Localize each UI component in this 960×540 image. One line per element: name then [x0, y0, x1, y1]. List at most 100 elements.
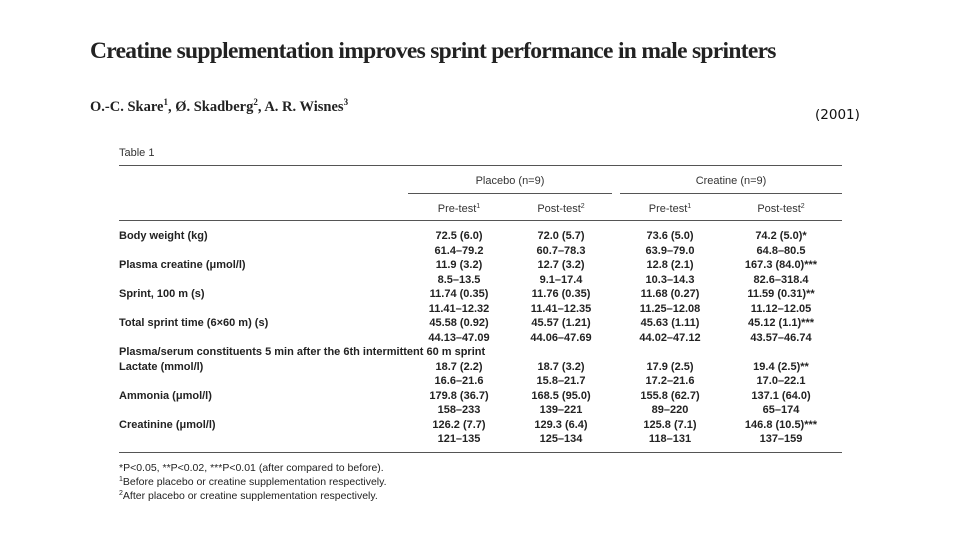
mean-sd-cell: 125.8 (7.1): [643, 418, 697, 431]
row-label: Total sprint time (6×60 m) (s): [119, 317, 269, 329]
author-name: Ø. Skadberg: [175, 99, 254, 115]
mean-sd-cell: 12.7 (3.2): [537, 259, 585, 271]
range-cell: 125–134: [539, 433, 583, 445]
row-label: Lactate (mmol/l): [119, 360, 204, 373]
column-header-label: Post-test: [757, 203, 801, 215]
range-cell: 10.3–14.3: [645, 273, 695, 286]
row-label: Plasma creatine (μmol/l): [119, 259, 246, 271]
range-cell: 60.7–78.3: [536, 244, 586, 257]
range-cell: 17.0–22.1: [756, 375, 806, 387]
range-cell: 64.8–80.5: [756, 244, 806, 257]
row-label: Sprint, 100 m (s): [119, 288, 205, 300]
footnote-mark: 1: [119, 476, 123, 483]
footnote: 1Before placebo or creatine supplementat…: [119, 475, 387, 489]
range-cell: 65–174: [762, 404, 800, 416]
mean-sd-cell: 146.8 (10.5)***: [744, 418, 818, 431]
mean-sd-cell: 126.2 (7.7): [432, 418, 486, 431]
mean-sd-cell: 74.2 (5.0)*: [755, 230, 807, 242]
group-header-placebo: Placebo (n=9): [475, 175, 545, 187]
range-cell: 11.41–12.35: [530, 302, 592, 315]
range-cell: 44.13–47.09: [428, 331, 490, 344]
mean-sd-cell: 73.6 (5.0): [646, 230, 694, 242]
range-cell: 11.12–12.05: [750, 302, 812, 315]
mean-sd-cell: 72.5 (6.0): [435, 230, 483, 242]
table-bottom-rule: [119, 452, 842, 453]
column-header-mark: 2: [580, 203, 585, 210]
section-header: Plasma/serum constituents 5 min after th…: [119, 346, 486, 358]
column-header-mark: 1: [687, 203, 692, 210]
range-cell: 17.2–21.6: [645, 375, 695, 387]
range-cell: 44.06–47.69: [530, 331, 592, 344]
range-cell: 63.9–79.0: [645, 244, 695, 257]
range-cell: 15.8–21.7: [536, 375, 586, 387]
mean-sd-cell: 11.59 (0.31)**: [747, 288, 815, 300]
mean-sd-cell: 155.8 (62.7): [640, 389, 700, 402]
group-rule-placebo: [408, 193, 612, 194]
table-footnotes: *P<0.05, **P<0.02, ***P<0.01 (after comp…: [119, 461, 387, 503]
range-cell: 9.1–17.4: [539, 273, 583, 286]
group-rule-creatine: [620, 193, 842, 194]
range-cell: 8.5–13.5: [437, 273, 481, 286]
mean-sd-cell: 18.7 (3.2): [537, 360, 585, 373]
range-cell: 11.25–12.08: [639, 302, 701, 315]
column-header-mark: 2: [800, 203, 805, 210]
mean-sd-cell: 167.3 (84.0)***: [744, 259, 818, 271]
row-label: Creatinine (μmol/l): [119, 418, 216, 431]
author-list: O.-C. Skare1, Ø. Skadberg2, A. R. Wisnes…: [90, 97, 349, 116]
mean-sd-cell: 11.76 (0.35): [531, 288, 591, 300]
mean-sd-cell: 129.3 (6.4): [534, 418, 588, 431]
table-top-rule: [119, 165, 842, 166]
mean-sd-cell: 19.4 (2.5)**: [753, 360, 809, 373]
mean-sd-cell: 179.8 (36.7): [429, 389, 489, 402]
column-header-label: Pre-test: [437, 203, 477, 215]
range-cell: 137–159: [759, 433, 803, 445]
mean-sd-cell: 11.68 (0.27): [640, 288, 700, 300]
mean-sd-cell: 45.58 (0.92): [429, 317, 489, 329]
column-header: Pre-test1: [408, 202, 510, 216]
range-cell: 89–220: [651, 404, 689, 416]
mean-sd-cell: 11.9 (3.2): [435, 259, 483, 271]
range-cell: 118–131: [648, 433, 692, 445]
mean-sd-cell: 11.74 (0.35): [429, 288, 489, 300]
mean-sd-cell: 17.9 (2.5): [646, 360, 694, 373]
group-header-creatine: Creatine (n=9): [695, 175, 767, 187]
affiliation-mark: 2: [253, 97, 258, 107]
footnote: *P<0.05, **P<0.02, ***P<0.01 (after comp…: [119, 461, 387, 475]
author-name: O.-C. Skare: [90, 99, 164, 115]
footnote-text: Before placebo or creatine supplementati…: [122, 476, 387, 488]
mean-sd-cell: 72.0 (5.7): [537, 230, 585, 242]
mean-sd-cell: 45.12 (1.1)***: [747, 317, 815, 329]
column-header: Post-test2: [720, 202, 842, 216]
column-header: Pre-test1: [620, 202, 720, 216]
range-cell: 158–233: [437, 404, 481, 416]
column-header-label: Post-test: [537, 203, 581, 215]
mean-sd-cell: 12.8 (2.1): [646, 259, 694, 271]
row-label: Ammonia (μmol/l): [119, 389, 212, 402]
mean-sd-cell: 18.7 (2.2): [435, 360, 483, 373]
affiliation-mark: 3: [343, 97, 349, 107]
header-bottom-rule: [119, 220, 842, 221]
mean-sd-cell: 45.63 (1.11): [640, 317, 700, 329]
column-header-label: Pre-test: [648, 203, 688, 215]
footnote-text: *P<0.05, **P<0.02, ***P<0.01 (after comp…: [119, 462, 384, 474]
mean-sd-cell: 45.57 (1.21): [531, 317, 591, 329]
table-caption: Table 1: [119, 147, 155, 159]
range-cell: 82.6–318.4: [753, 273, 809, 286]
range-cell: 61.4–79.2: [434, 244, 484, 257]
author-separator: ,: [167, 99, 176, 115]
footnote-mark: 2: [119, 490, 123, 497]
range-cell: 43.57–46.74: [750, 331, 812, 344]
paper-title: Creatine supplementation improves sprint…: [90, 38, 776, 64]
row-label: Body weight (kg): [119, 230, 208, 242]
affiliation-mark: 1: [163, 97, 168, 107]
range-cell: 139–221: [539, 404, 583, 416]
range-cell: 16.6–21.6: [434, 375, 484, 387]
author-name: A. R. Wisnes: [264, 99, 344, 115]
range-cell: 121–135: [437, 433, 481, 445]
footnote: 2After placebo or creatine supplementati…: [119, 489, 387, 503]
column-header: Post-test2: [510, 202, 612, 216]
mean-sd-cell: 137.1 (64.0): [751, 389, 811, 402]
author-separator: ,: [257, 99, 265, 115]
footnote-text: After placebo or creatine supplementatio…: [122, 490, 378, 502]
publication-year: (2001): [815, 107, 860, 123]
